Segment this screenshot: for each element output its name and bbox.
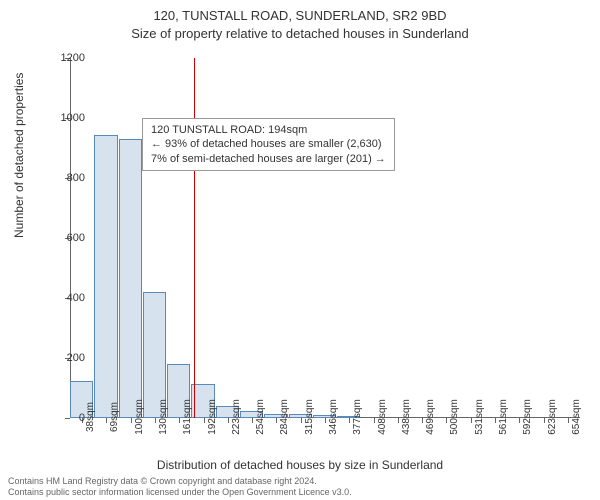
x-tick-label: 100sqm	[134, 399, 145, 435]
x-tick-label: 654sqm	[571, 399, 582, 435]
chart-container: 120, TUNSTALL ROAD, SUNDERLAND, SR2 9BD …	[0, 0, 600, 500]
chart-subtitle: Size of property relative to detached ho…	[0, 26, 600, 41]
x-axis-label: Distribution of detached houses by size …	[0, 458, 600, 472]
legend-box: 120 TUNSTALL ROAD: 194sqm ← 93% of detac…	[142, 118, 395, 171]
y-tick-label: 0	[45, 412, 85, 424]
chart-title: 120, TUNSTALL ROAD, SUNDERLAND, SR2 9BD	[0, 8, 600, 23]
x-tick-label: 469sqm	[425, 399, 436, 435]
x-tick	[179, 418, 180, 423]
x-tick-label: 623sqm	[547, 399, 558, 435]
x-tick	[252, 418, 253, 423]
y-tick-label: 400	[45, 292, 85, 304]
legend-line-3: 7% of semi-detached houses are larger (2…	[151, 152, 386, 166]
x-tick-label: 284sqm	[279, 399, 290, 435]
x-tick	[228, 418, 229, 423]
x-tick-label: 223sqm	[231, 399, 242, 435]
x-tick-label: 69sqm	[109, 402, 120, 432]
bar	[94, 135, 117, 419]
footer-line-2: Contains public sector information licen…	[8, 487, 352, 498]
y-tick-label: 1000	[45, 112, 85, 124]
x-tick-label: 38sqm	[85, 402, 96, 432]
legend-line-2: ← 93% of detached houses are smaller (2,…	[151, 137, 386, 151]
x-tick	[374, 418, 375, 423]
x-tick-label: 500sqm	[449, 399, 460, 435]
x-tick	[568, 418, 569, 423]
x-tick	[398, 418, 399, 423]
x-tick-label: 346sqm	[328, 399, 339, 435]
x-tick	[155, 418, 156, 423]
footer: Contains HM Land Registry data © Crown c…	[8, 476, 352, 498]
y-axis-label: Number of detached properties	[12, 73, 26, 238]
x-tick	[519, 418, 520, 423]
x-tick-label: 192sqm	[207, 399, 218, 435]
x-tick	[422, 418, 423, 423]
y-tick-label: 600	[45, 232, 85, 244]
x-tick-label: 561sqm	[498, 399, 509, 435]
x-tick-label: 315sqm	[304, 399, 315, 435]
x-tick-label: 130sqm	[158, 399, 169, 435]
x-tick	[301, 418, 302, 423]
x-tick	[106, 418, 107, 423]
plot-area: 38sqm69sqm100sqm130sqm161sqm192sqm223sqm…	[70, 58, 580, 418]
x-tick	[131, 418, 132, 423]
x-tick	[446, 418, 447, 423]
x-tick-label: 254sqm	[255, 399, 266, 435]
x-tick	[349, 418, 350, 423]
y-tick-label: 800	[45, 172, 85, 184]
x-tick	[495, 418, 496, 423]
x-tick-label: 531sqm	[474, 399, 485, 435]
footer-line-1: Contains HM Land Registry data © Crown c…	[8, 476, 352, 487]
x-tick-label: 438sqm	[401, 399, 412, 435]
x-tick	[276, 418, 277, 423]
x-tick-label: 592sqm	[522, 399, 533, 435]
x-tick	[544, 418, 545, 423]
x-tick-label: 161sqm	[182, 399, 193, 435]
legend-line-1: 120 TUNSTALL ROAD: 194sqm	[151, 123, 386, 137]
x-tick	[471, 418, 472, 423]
x-tick-label: 377sqm	[352, 399, 363, 435]
x-tick	[204, 418, 205, 423]
x-tick-label: 408sqm	[377, 399, 388, 435]
marker-line	[194, 58, 195, 418]
x-tick	[325, 418, 326, 423]
bar	[119, 139, 142, 418]
y-tick-label: 1200	[45, 52, 85, 64]
y-tick-label: 200	[45, 352, 85, 364]
